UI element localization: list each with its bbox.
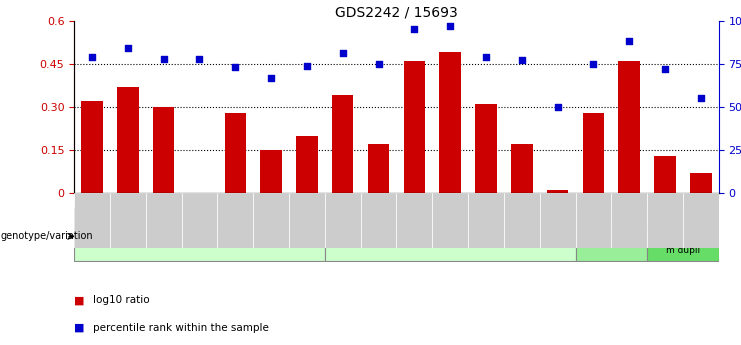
Bar	[504, 193, 539, 248]
Bar	[217, 193, 253, 248]
Bar	[647, 208, 719, 261]
Bar	[619, 61, 640, 193]
Bar	[647, 193, 683, 248]
Bar	[74, 193, 110, 248]
Bar	[611, 193, 647, 248]
Bar	[396, 193, 432, 248]
Bar	[146, 193, 182, 248]
Bar	[117, 87, 139, 193]
Point	[193, 56, 205, 61]
Point	[373, 61, 385, 67]
Text: FLT3 internal tandem duplications: FLT3 internal tandem duplications	[373, 230, 527, 239]
Point	[158, 56, 170, 61]
Point	[86, 54, 98, 60]
Point	[301, 63, 313, 68]
Text: ■: ■	[74, 295, 84, 305]
Text: FLT3
internal
tande
m dupli: FLT3 internal tande m dupli	[665, 215, 700, 255]
Point	[480, 54, 492, 60]
Bar	[404, 61, 425, 193]
Point	[659, 66, 671, 72]
Bar	[576, 208, 647, 261]
Bar	[654, 156, 676, 193]
Point	[229, 65, 241, 70]
Point	[336, 51, 348, 56]
Bar	[289, 193, 325, 248]
Bar	[332, 96, 353, 193]
Point	[444, 23, 456, 29]
Bar	[325, 208, 576, 261]
Bar	[110, 193, 146, 248]
Text: FLT3 aspartic acid
mutation: FLT3 aspartic acid mutation	[571, 225, 652, 244]
Text: percentile rank within the sample: percentile rank within the sample	[93, 323, 268, 333]
Point	[122, 46, 133, 51]
Bar	[547, 190, 568, 193]
Point	[516, 58, 528, 63]
Point	[408, 27, 420, 32]
Bar	[153, 107, 174, 193]
Bar	[432, 193, 468, 248]
Point	[265, 75, 277, 80]
Bar	[539, 193, 576, 248]
Bar	[690, 173, 711, 193]
Bar	[683, 193, 719, 248]
Text: ■: ■	[74, 323, 84, 333]
Bar	[468, 193, 504, 248]
Bar	[82, 101, 103, 193]
Bar	[368, 144, 389, 193]
Text: genotype/variation: genotype/variation	[1, 231, 93, 241]
Title: GDS2242 / 15693: GDS2242 / 15693	[335, 6, 458, 20]
Text: FLT3 wild type: FLT3 wild type	[167, 230, 232, 239]
Bar	[225, 113, 246, 193]
Point	[695, 96, 707, 101]
Bar	[361, 193, 396, 248]
Bar	[296, 136, 318, 193]
Bar	[74, 208, 325, 261]
Point	[623, 39, 635, 44]
Point	[588, 61, 599, 67]
Text: log10 ratio: log10 ratio	[93, 295, 149, 305]
Bar	[260, 150, 282, 193]
Bar	[475, 104, 496, 193]
Bar	[182, 193, 217, 248]
Bar	[582, 113, 604, 193]
Point	[551, 104, 563, 110]
Bar	[253, 193, 289, 248]
Bar	[576, 193, 611, 248]
Bar	[439, 52, 461, 193]
Bar	[511, 144, 533, 193]
Bar	[325, 193, 361, 248]
